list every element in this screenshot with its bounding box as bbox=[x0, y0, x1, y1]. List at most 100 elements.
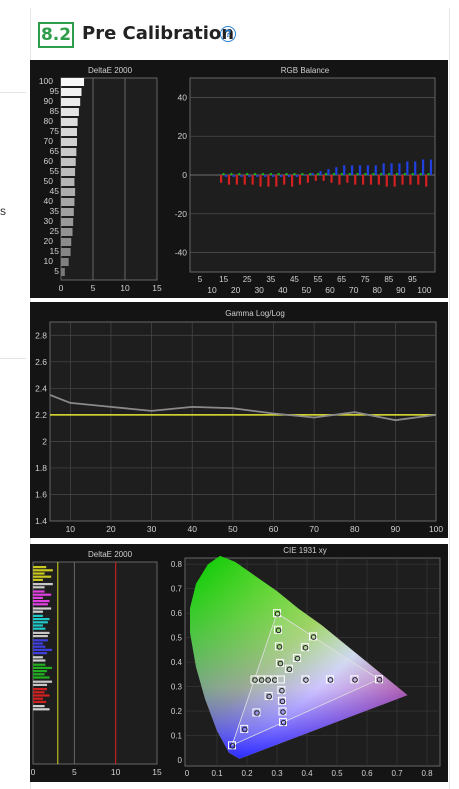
cie-measured-point bbox=[280, 709, 286, 715]
rgb-bar-red bbox=[291, 175, 294, 187]
deltae-color-bar bbox=[33, 673, 45, 676]
deltae-ytick-label: 5 bbox=[54, 266, 59, 276]
deltae-color-bar bbox=[33, 621, 48, 624]
cie-target-marker bbox=[300, 643, 309, 652]
rgb-bar-green bbox=[222, 173, 225, 175]
deltae-color-bar bbox=[33, 642, 43, 645]
deltae-color-bar bbox=[33, 610, 43, 613]
cie-title: CIE 1931 xy bbox=[283, 546, 327, 555]
rgb-bar-red bbox=[267, 175, 270, 187]
rgb-bar-blue bbox=[272, 175, 275, 177]
deltae-bar bbox=[61, 138, 77, 146]
deltae-color-bar bbox=[33, 596, 43, 599]
deltae-color-bar bbox=[33, 618, 50, 621]
rgb-bar-red bbox=[417, 175, 420, 185]
deltae-ytick-label: 25 bbox=[50, 226, 60, 236]
deltae-ytick-label: 55 bbox=[50, 166, 60, 176]
deltae-bar bbox=[61, 148, 77, 156]
rgb-bar-blue bbox=[351, 165, 354, 175]
rgb-bar-blue bbox=[358, 165, 362, 175]
cie-ytick-label: 0.1 bbox=[171, 732, 183, 741]
deltae-xtick-label: 10 bbox=[120, 283, 130, 293]
deltae-ytick-label: 80 bbox=[44, 116, 54, 126]
deltae-bar bbox=[61, 88, 82, 96]
rgb-bar-blue bbox=[390, 163, 393, 175]
question-circle-icon[interactable]: ? bbox=[220, 26, 236, 42]
cie-target-marker bbox=[250, 675, 259, 684]
deltae-color-xtick-label: 0 bbox=[31, 767, 36, 777]
cie-measured-point bbox=[279, 687, 285, 694]
rgb-bar-green bbox=[395, 173, 399, 175]
cie-target-marker bbox=[264, 691, 273, 700]
deltae-color-bar bbox=[33, 676, 50, 679]
rgb-bar-red bbox=[235, 175, 238, 185]
cie-measured-point bbox=[265, 677, 272, 683]
deltae-color-bar bbox=[33, 648, 53, 651]
cie-target-marker bbox=[274, 642, 283, 651]
cie-ytick-label: 0.8 bbox=[171, 560, 183, 569]
cie-target-marker bbox=[273, 625, 282, 634]
deltae-color-bar bbox=[33, 639, 48, 642]
cie-target-marker bbox=[273, 609, 281, 618]
cie-ytick-label: 0.5 bbox=[171, 634, 183, 643]
rgb-bar-green bbox=[403, 173, 407, 175]
gamma-xtick-label: 70 bbox=[309, 524, 319, 534]
cie-target-marker bbox=[278, 707, 287, 716]
rgb-bar-green bbox=[317, 173, 320, 175]
rgb-xtick-label-bottom: 70 bbox=[349, 285, 359, 295]
cie-xtick-label: 0.3 bbox=[271, 769, 283, 778]
cie-ytick-label: 0.7 bbox=[171, 585, 183, 594]
deltae-color-xtick-label: 10 bbox=[111, 767, 121, 777]
deltae-color-bar bbox=[33, 603, 48, 606]
deltae-color-xtick-label: 5 bbox=[72, 767, 77, 777]
cie-target-marker bbox=[284, 664, 293, 673]
section-number-badge: 8.2 bbox=[38, 22, 74, 48]
deltae-ytick-label: 85 bbox=[50, 106, 60, 116]
deltae-color-bar bbox=[33, 569, 53, 572]
deltae-ytick-label: 90 bbox=[44, 96, 54, 106]
rgb-bar-red bbox=[275, 175, 278, 187]
cie-target-marker bbox=[325, 675, 334, 684]
deltae-ytick-label: 10 bbox=[44, 256, 54, 266]
rgb-bar-blue bbox=[287, 175, 291, 177]
gamma-xtick-label: 50 bbox=[228, 524, 238, 534]
rgb-bar-green bbox=[348, 173, 351, 175]
rgb-bar-blue bbox=[366, 165, 369, 175]
rgb-bar-blue bbox=[240, 175, 243, 177]
deltae-color-bar bbox=[33, 688, 48, 691]
deltae-ytick-label: 15 bbox=[50, 246, 60, 256]
gamma-xtick-label: 30 bbox=[147, 524, 157, 534]
rgb-xtick-label-bottom: 20 bbox=[231, 285, 241, 295]
rgb-bar-green bbox=[340, 173, 343, 175]
chart-panel-gamma: Gamma Log/Log 2.8 2.6 2.4 2.2 2 1.8 1.6 1.4 10 2… bbox=[30, 302, 448, 538]
rgb-bar-green bbox=[277, 173, 280, 175]
rgb-bar-green bbox=[372, 173, 375, 175]
cie-measured-point bbox=[352, 677, 358, 683]
deltae-ytick-label: 60 bbox=[44, 156, 54, 166]
rgb-xtick-label-top: 15 bbox=[219, 275, 228, 284]
cie-target-marker bbox=[252, 708, 261, 717]
deltae-color-bar bbox=[33, 670, 48, 673]
cie-measured-point bbox=[276, 644, 283, 650]
cie-measured-point bbox=[327, 677, 334, 683]
rgb-bar-red bbox=[314, 175, 317, 181]
rgb-bar-blue bbox=[303, 175, 306, 176]
cie-measured-point bbox=[286, 666, 293, 673]
rgb-bar-red bbox=[401, 175, 404, 185]
rgb-bar-red bbox=[377, 175, 380, 185]
rgb-xtick-label-bottom: 40 bbox=[278, 285, 288, 295]
deltae-color-bar bbox=[33, 572, 45, 575]
color-charts-svg: DeltaE 2000 0 5 10 15 CIE 1931 xy 0.8 0.7 0.6… bbox=[31, 546, 441, 778]
deltae-color-bar bbox=[33, 614, 43, 617]
deltae-ytick-label: 70 bbox=[44, 136, 54, 146]
rgb-bar-green bbox=[380, 173, 383, 175]
deltae-bar bbox=[61, 188, 76, 196]
cie-measured-point bbox=[266, 693, 273, 700]
rgb-ytick-label: 20 bbox=[178, 131, 188, 141]
rgb-xtick-label-top: 25 bbox=[243, 275, 252, 284]
deltae-bar bbox=[61, 198, 75, 206]
deltae-color-bar bbox=[33, 575, 52, 578]
deltae-color-bar bbox=[33, 705, 45, 708]
deltae-bar bbox=[61, 108, 79, 116]
gamma-plot-area bbox=[49, 321, 437, 522]
